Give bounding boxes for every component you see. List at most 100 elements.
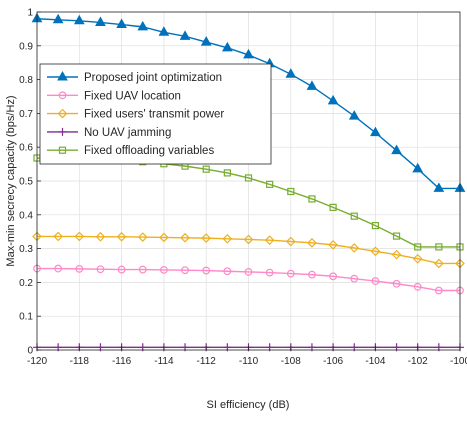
data-point — [222, 233, 233, 244]
legend-label: No UAV jamming — [84, 127, 171, 139]
x-tick-label: -104 — [365, 356, 385, 367]
data-point — [158, 26, 170, 36]
data-point — [285, 236, 296, 247]
data-point — [266, 180, 274, 188]
data-point — [117, 265, 126, 274]
y-tick-label: 0.1 — [19, 312, 33, 323]
x-axis-label: SI efficiency (dB) — [207, 399, 290, 411]
x-tick-label: -118 — [70, 356, 90, 367]
y-tick-label: 0.3 — [19, 244, 33, 255]
data-point — [243, 234, 254, 245]
series-0 — [31, 12, 466, 192]
x-tick-label: -106 — [323, 356, 343, 367]
data-point — [327, 94, 339, 105]
data-point — [137, 20, 149, 31]
data-point — [221, 41, 233, 52]
data-point — [181, 266, 189, 275]
legend-marker — [58, 146, 67, 154]
data-point — [370, 126, 381, 137]
data-point — [392, 232, 401, 240]
data-point — [308, 195, 316, 203]
data-point — [202, 165, 210, 173]
data-point — [223, 267, 232, 276]
data-point — [391, 144, 402, 155]
data-point — [371, 222, 379, 230]
data-point — [202, 266, 211, 275]
data-point — [96, 265, 105, 274]
data-point — [264, 235, 275, 245]
data-point — [306, 80, 318, 90]
data-point — [391, 249, 402, 260]
data-point — [392, 279, 401, 288]
data-point — [159, 265, 168, 274]
data-point — [52, 13, 64, 24]
data-point — [116, 231, 127, 242]
data-point — [307, 238, 317, 248]
data-point — [95, 16, 106, 26]
data-point — [433, 182, 445, 192]
data-point — [243, 48, 254, 59]
data-point — [328, 240, 338, 250]
y-tick-label: 0.5 — [19, 177, 33, 188]
data-point — [223, 169, 231, 177]
data-point — [350, 274, 359, 283]
data-point — [75, 264, 84, 273]
data-point — [138, 265, 147, 274]
series-line — [37, 235, 460, 265]
legend: Proposed joint optimization Fixed UAV loc… — [39, 63, 272, 165]
data-point — [137, 232, 148, 242]
data-point — [349, 243, 360, 253]
y-tick-label: 0.7 — [19, 109, 33, 120]
ticks: -120 -118 -116 -114 -112 -110 -108 -106 -104 -102… — [19, 8, 467, 368]
data-point — [73, 14, 85, 25]
y-tick-label: 0.8 — [19, 75, 33, 86]
data-point — [287, 187, 295, 196]
data-point — [265, 268, 274, 277]
legend-marker — [57, 70, 68, 81]
x-tick-label: -110 — [239, 356, 259, 367]
data-point — [308, 270, 316, 279]
data-point — [435, 243, 443, 251]
y-tick-label: 0.2 — [19, 278, 33, 289]
legend-box — [39, 63, 272, 165]
legend-marker — [57, 108, 68, 119]
data-point — [434, 258, 444, 269]
data-point — [414, 243, 422, 251]
legend-label: Fixed users' transmit power — [84, 109, 224, 121]
data-point — [180, 232, 190, 243]
legend-marker — [58, 91, 67, 100]
series-2 — [32, 231, 465, 269]
data-point — [412, 162, 424, 173]
data-point — [116, 18, 127, 29]
data-point — [348, 110, 360, 120]
legend-label: Proposed joint optimization — [84, 72, 222, 84]
data-point — [412, 253, 423, 264]
data-point — [434, 286, 443, 295]
series-line — [37, 267, 460, 292]
x-tick-label: -116 — [112, 356, 132, 367]
data-point — [413, 282, 422, 291]
data-point — [285, 68, 297, 78]
data-point — [54, 264, 63, 273]
data-point — [179, 30, 191, 40]
x-tick-label: -108 — [281, 356, 301, 367]
data-point — [371, 277, 380, 285]
x-tick-label: -100 — [450, 356, 467, 367]
legend-marker — [58, 127, 67, 136]
data-point — [244, 268, 253, 276]
x-tick-label: -114 — [154, 356, 174, 367]
data-point — [201, 233, 212, 243]
data-point — [200, 36, 212, 46]
y-axis-label: Max-min secrecy capacity (bps/Hz) — [5, 95, 17, 266]
x-tick-label: -120 — [27, 356, 47, 367]
legend-label: Fixed UAV location — [84, 90, 181, 102]
data-point — [329, 272, 338, 281]
y-tick-label: 0.9 — [19, 41, 33, 52]
data-point — [286, 269, 295, 278]
data-point — [74, 231, 85, 242]
x-tick-label: -112 — [197, 356, 217, 367]
data-point — [95, 231, 106, 242]
y-tick-label: 0 — [27, 346, 33, 357]
